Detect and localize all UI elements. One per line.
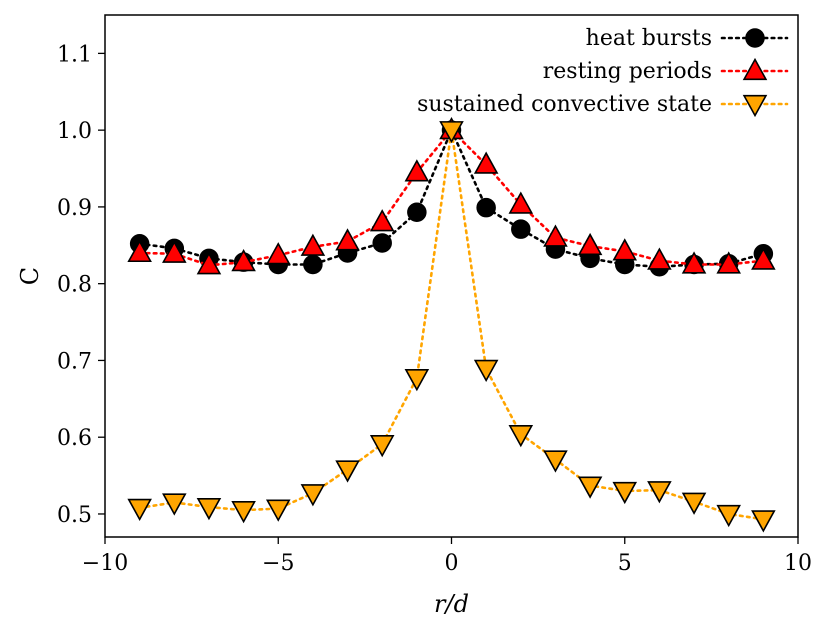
data-point-sustained-convective-state: [127, 498, 152, 521]
series-line-heat-bursts: [138, 126, 765, 269]
legend-label: sustained convective state: [417, 92, 712, 117]
x-tick-label: 10: [784, 551, 812, 576]
data-point-resting-periods: [127, 239, 152, 263]
data-point-resting-periods: [231, 249, 256, 272]
data-point-sustained-convective-state: [196, 497, 222, 521]
data-point-sustained-convective-state: [369, 435, 395, 458]
y-axis-label: C: [16, 267, 44, 285]
data-point-heat-bursts: [407, 202, 427, 223]
y-tick-label: 0.7: [57, 349, 92, 374]
data-point-heat-bursts: [511, 219, 531, 239]
legend-entry-heat-bursts: heat bursts: [586, 26, 789, 51]
y-tick-label: 0.6: [57, 426, 92, 451]
legend-entry-resting-periods: resting periods: [543, 57, 789, 84]
x-tick-label: −10: [82, 551, 128, 576]
legend-marker: [742, 94, 768, 118]
series-sustained-convective-state: [127, 121, 776, 533]
data-point-sustained-convective-state: [439, 121, 464, 144]
legend-label: resting periods: [543, 59, 712, 84]
legend-label: heat bursts: [586, 26, 712, 51]
series-line-resting-periods: [138, 128, 765, 267]
series-resting-periods: [127, 116, 776, 275]
data-point-heat-bursts: [476, 197, 496, 218]
data-point-resting-periods: [300, 233, 326, 256]
x-tick-label: −5: [262, 551, 294, 576]
x-tick-label: 0: [445, 551, 459, 576]
y-tick-label: 0.5: [57, 503, 92, 528]
data-point-resting-periods: [647, 247, 672, 270]
data-point-sustained-convective-state: [508, 425, 534, 448]
data-point-resting-periods: [612, 238, 638, 261]
y-tick-label: 1.0: [57, 119, 92, 144]
data-point-resting-periods: [508, 191, 534, 214]
data-point-sustained-convective-state: [647, 481, 672, 504]
data-point-sustained-convective-state: [300, 484, 326, 507]
data-point-sustained-convective-state: [716, 504, 741, 528]
data-point-sustained-convective-state: [543, 450, 568, 473]
data-point-resting-periods: [716, 251, 741, 274]
data-point-heat-bursts: [303, 254, 323, 275]
data-point-sustained-convective-state: [612, 481, 638, 505]
legend-marker: [742, 57, 768, 81]
x-axis-label: r/d: [434, 590, 469, 618]
data-point-sustained-convective-state: [751, 510, 776, 533]
data-point-sustained-convective-state: [473, 359, 499, 383]
series-line-sustained-convective-state: [138, 129, 765, 521]
series-heat-bursts: [129, 120, 774, 277]
data-point-sustained-convective-state: [231, 501, 256, 524]
data-point-resting-periods: [162, 240, 187, 263]
data-point-sustained-convective-state: [162, 493, 187, 516]
series-layer: [127, 116, 776, 533]
data-point-sustained-convective-state: [681, 492, 707, 515]
legend-entry-sustained-convective-state: sustained convective state: [417, 92, 789, 118]
data-point-resting-periods: [473, 151, 499, 174]
data-point-resting-periods: [681, 251, 707, 274]
x-tick-label: 5: [618, 551, 632, 576]
y-tick-label: 0.9: [57, 196, 92, 221]
data-point-heat-bursts: [372, 233, 392, 253]
data-point-resting-periods: [335, 228, 360, 251]
data-point-sustained-convective-state: [577, 476, 603, 499]
data-point-resting-periods: [265, 242, 291, 265]
data-point-resting-periods: [369, 209, 395, 232]
legend-marker: [745, 28, 765, 48]
data-point-resting-periods: [543, 224, 568, 247]
y-tick-label: 0.8: [57, 273, 92, 298]
y-tick-label: 1.1: [57, 42, 92, 67]
data-point-sustained-convective-state: [335, 460, 360, 483]
data-point-resting-periods: [751, 247, 776, 270]
legend: heat bursts resting periods sustained conv…: [417, 26, 789, 118]
data-point-resting-periods: [404, 159, 430, 182]
data-point-sustained-convective-state: [265, 499, 291, 522]
data-point-sustained-convective-state: [404, 369, 430, 392]
data-point-resting-periods: [577, 232, 603, 256]
data-point-resting-periods: [196, 252, 222, 275]
ticks-layer: −10 −5 0 5 10 0.5 0.6 0.7 0.8 0.9 1.0 1.1: [57, 42, 812, 576]
